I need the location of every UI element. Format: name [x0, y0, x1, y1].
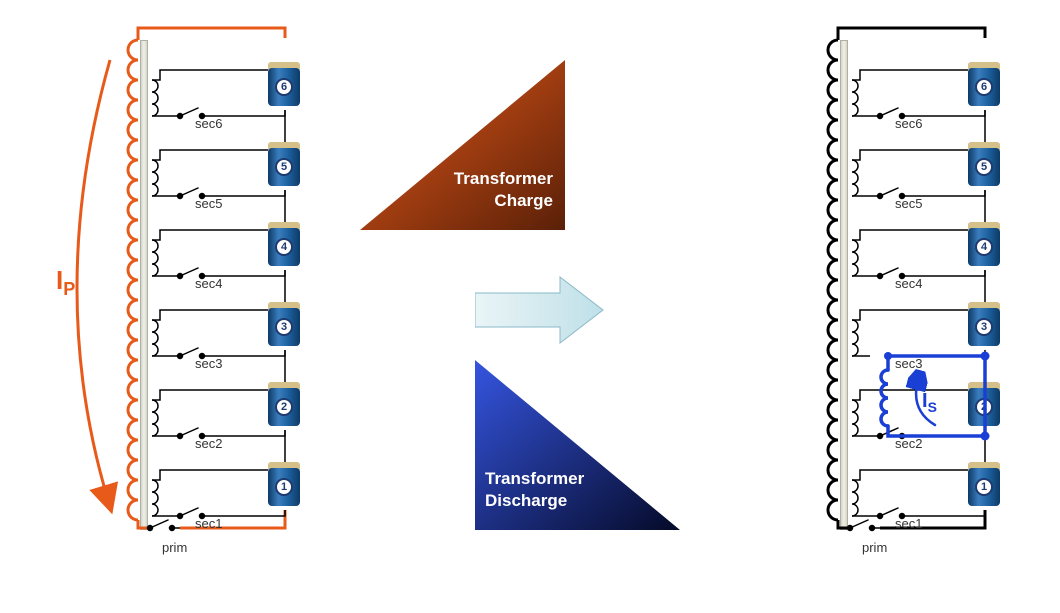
discharge-triangle: TransformerDischarge: [475, 360, 680, 530]
is-sub: S: [928, 399, 937, 415]
charge-triangle: TransformerCharge: [360, 60, 565, 230]
left-secondaries: [70, 30, 340, 570]
transition-arrow: [475, 275, 605, 345]
discharge-text: TransformerDischarge: [485, 468, 584, 512]
prim-label-right: prim: [862, 540, 887, 555]
left-transformer: IP 1 sec1 2 sec2 3 sec3 4 sec4 5: [70, 30, 340, 570]
prim-label-left: prim: [162, 540, 187, 555]
right-secondaries: [770, 30, 1040, 570]
right-transformer: 1 sec1 2 sec2 3 sec3 4 sec4 5 sec5 6 sec: [770, 30, 1040, 570]
is-label: IS: [922, 390, 937, 415]
charge-text: TransformerCharge: [454, 168, 553, 212]
